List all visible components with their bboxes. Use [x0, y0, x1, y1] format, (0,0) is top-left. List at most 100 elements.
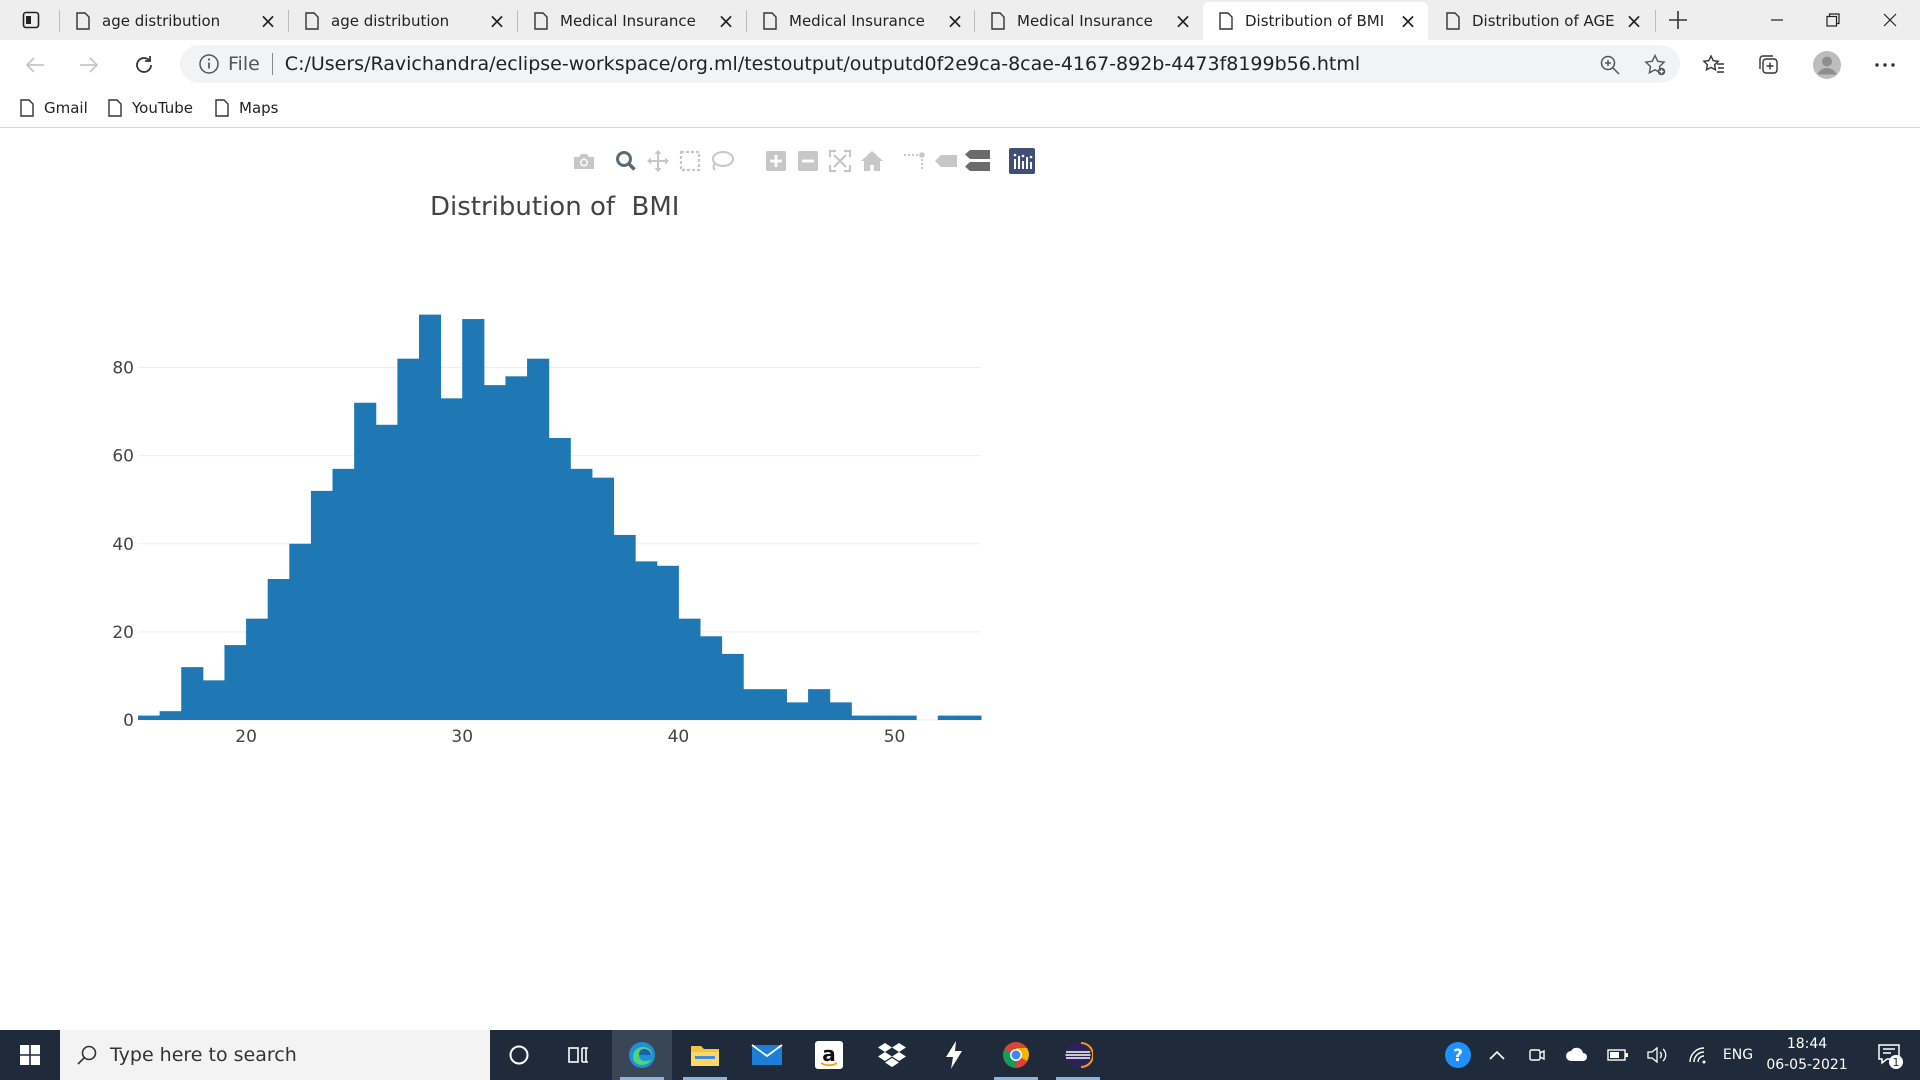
- tab-4[interactable]: Medical Insurance ×: [747, 2, 975, 40]
- info-icon[interactable]: [198, 53, 220, 75]
- histogram-bar[interactable]: [959, 715, 982, 720]
- url-text[interactable]: C:/Users/Ravichandra/eclipse-workspace/o…: [284, 53, 1361, 75]
- histogram-bar[interactable]: [440, 398, 463, 720]
- close-tab-button[interactable]: ×: [717, 9, 735, 33]
- histogram-bar[interactable]: [872, 715, 896, 720]
- action-center-button[interactable]: 1: [1862, 1030, 1918, 1080]
- clock[interactable]: 18:44 06-05-2021: [1752, 1034, 1862, 1076]
- tab-1[interactable]: age distribution ×: [60, 2, 288, 40]
- cortana-button[interactable]: [489, 1030, 549, 1080]
- histogram-bar[interactable]: [289, 543, 312, 720]
- close-window-button[interactable]: [1860, 0, 1920, 40]
- new-tab-button[interactable]: [1661, 4, 1695, 36]
- histogram-bar[interactable]: [548, 438, 571, 720]
- histogram-bars[interactable]: [138, 314, 982, 720]
- histogram-bar[interactable]: [202, 680, 225, 720]
- histogram-bar[interactable]: [505, 376, 528, 720]
- histogram-bar[interactable]: [743, 689, 766, 720]
- box-select-button[interactable]: [674, 147, 706, 175]
- histogram-bar[interactable]: [246, 618, 269, 720]
- histogram-bar[interactable]: [462, 319, 485, 720]
- histogram-bar[interactable]: [419, 314, 442, 720]
- histogram-bar[interactable]: [937, 715, 960, 720]
- taskbar-eclipse[interactable]: [1048, 1030, 1108, 1080]
- profile-button[interactable]: [1810, 48, 1844, 82]
- histogram-bar[interactable]: [527, 358, 550, 720]
- tab-actions-menu-button[interactable]: [14, 7, 48, 33]
- bookmark-gmail[interactable]: Gmail: [20, 96, 88, 120]
- start-button[interactable]: [0, 1030, 60, 1080]
- zoom-out-button[interactable]: [792, 147, 824, 175]
- close-tab-button[interactable]: ×: [1399, 9, 1417, 33]
- zoom-in-button[interactable]: [760, 147, 792, 175]
- close-tab-button[interactable]: ×: [1174, 9, 1192, 33]
- histogram-bar[interactable]: [613, 534, 636, 720]
- download-plot-button[interactable]: [568, 147, 600, 175]
- histogram-bar[interactable]: [635, 561, 658, 720]
- language-indicator[interactable]: ENG: [1722, 1047, 1754, 1063]
- bookmark-maps[interactable]: Maps: [215, 96, 278, 120]
- histogram-bar[interactable]: [700, 636, 723, 720]
- histogram-bar[interactable]: [159, 711, 182, 720]
- histogram-bar[interactable]: [181, 667, 204, 720]
- onedrive-tray-button[interactable]: [1562, 1030, 1592, 1080]
- histogram-bar[interactable]: [224, 645, 247, 720]
- meet-now-tray-button[interactable]: [1524, 1030, 1550, 1080]
- histogram-bar[interactable]: [332, 468, 355, 720]
- tab-3[interactable]: Medical Insurance ×: [518, 2, 746, 40]
- taskbar-dropbox[interactable]: [862, 1030, 922, 1080]
- minimize-button[interactable]: [1747, 0, 1807, 40]
- taskbar-search-box[interactable]: Type here to search: [60, 1030, 490, 1080]
- taskbar-edge[interactable]: [612, 1030, 672, 1080]
- histogram-bar[interactable]: [354, 402, 377, 720]
- histogram-bar[interactable]: [483, 385, 506, 720]
- forward-button[interactable]: [72, 48, 106, 82]
- show-hidden-icons-button[interactable]: [1484, 1030, 1510, 1080]
- tab-5[interactable]: Medical Insurance ×: [975, 2, 1203, 40]
- collections-button[interactable]: [1752, 48, 1786, 82]
- bookmark-youtube[interactable]: YouTube: [108, 96, 193, 120]
- histogram-chart[interactable]: 0 20 40 60 80 20 30 40 50: [0, 128, 1000, 768]
- autoscale-button[interactable]: [824, 147, 856, 175]
- tab-7[interactable]: Distribution of AGE ×: [1430, 2, 1654, 40]
- address-bar[interactable]: File C:/Users/Ravichandra/eclipse-worksp…: [180, 45, 1680, 83]
- histogram-bar[interactable]: [138, 715, 161, 720]
- spike-lines-button[interactable]: [898, 147, 930, 175]
- add-favorite-icon[interactable]: [1643, 53, 1667, 77]
- favorites-button[interactable]: [1697, 48, 1731, 82]
- hover-closest-button[interactable]: [930, 147, 962, 175]
- close-tab-button[interactable]: ×: [946, 9, 964, 33]
- tab-2[interactable]: age distribution ×: [289, 2, 517, 40]
- histogram-bar[interactable]: [310, 490, 334, 720]
- histogram-bar[interactable]: [808, 689, 831, 720]
- battery-tray-button[interactable]: [1604, 1030, 1632, 1080]
- refresh-button[interactable]: [127, 48, 161, 82]
- histogram-bar[interactable]: [721, 653, 744, 720]
- hover-compare-button[interactable]: [962, 147, 994, 175]
- histogram-bar[interactable]: [375, 424, 398, 720]
- reset-axes-button[interactable]: [856, 147, 888, 175]
- histogram-bar[interactable]: [397, 358, 420, 720]
- task-view-button[interactable]: [549, 1030, 609, 1080]
- zoom-icon[interactable]: [1598, 53, 1622, 77]
- taskbar-amazon[interactable]: a: [799, 1030, 859, 1080]
- zoom-mode-button[interactable]: [610, 147, 642, 175]
- pan-mode-button[interactable]: [642, 147, 674, 175]
- help-tray-button[interactable]: ?: [1440, 1030, 1476, 1080]
- volume-tray-button[interactable]: [1642, 1030, 1672, 1080]
- histogram-bar[interactable]: [656, 565, 679, 720]
- restore-button[interactable]: [1803, 0, 1863, 40]
- lasso-select-button[interactable]: [706, 147, 738, 175]
- histogram-bar[interactable]: [786, 702, 809, 720]
- close-tab-button[interactable]: ×: [1625, 9, 1643, 33]
- close-tab-button[interactable]: ×: [259, 9, 277, 33]
- histogram-bar[interactable]: [851, 715, 874, 720]
- plotly-logo-link[interactable]: [1006, 147, 1038, 175]
- histogram-bar[interactable]: [591, 477, 615, 720]
- network-tray-button[interactable]: [1684, 1030, 1714, 1080]
- settings-menu-button[interactable]: [1868, 48, 1902, 82]
- taskbar-chrome[interactable]: [986, 1030, 1046, 1080]
- histogram-bar[interactable]: [764, 689, 787, 720]
- taskbar-file-explorer[interactable]: [675, 1030, 735, 1080]
- histogram-bar[interactable]: [678, 618, 701, 720]
